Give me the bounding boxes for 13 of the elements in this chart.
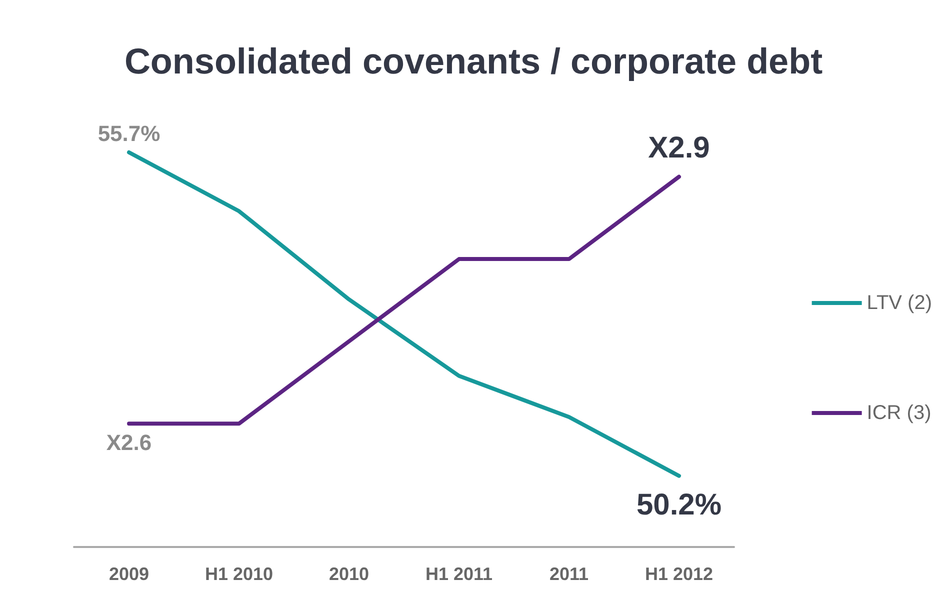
x-tick-label: 2011 xyxy=(549,564,589,584)
data-label: 55.7% xyxy=(98,120,160,146)
data-label: 50.2% xyxy=(636,488,722,522)
x-tick-label: H1 2012 xyxy=(644,564,714,584)
x-tick-label: 2010 xyxy=(328,564,370,584)
legend-label: LTV (2) xyxy=(866,292,932,314)
legend-label: ICR (3) xyxy=(866,402,932,424)
x-tick-label: H1 2010 xyxy=(204,564,274,584)
data-label: X2.9 xyxy=(648,131,710,164)
chart-title: Consolidated covenants / corporate debt xyxy=(124,40,823,82)
x-tick-label: H1 2011 xyxy=(425,564,493,584)
data-label: X2.6 xyxy=(106,430,152,456)
x-tick-label: 2009 xyxy=(108,564,150,584)
